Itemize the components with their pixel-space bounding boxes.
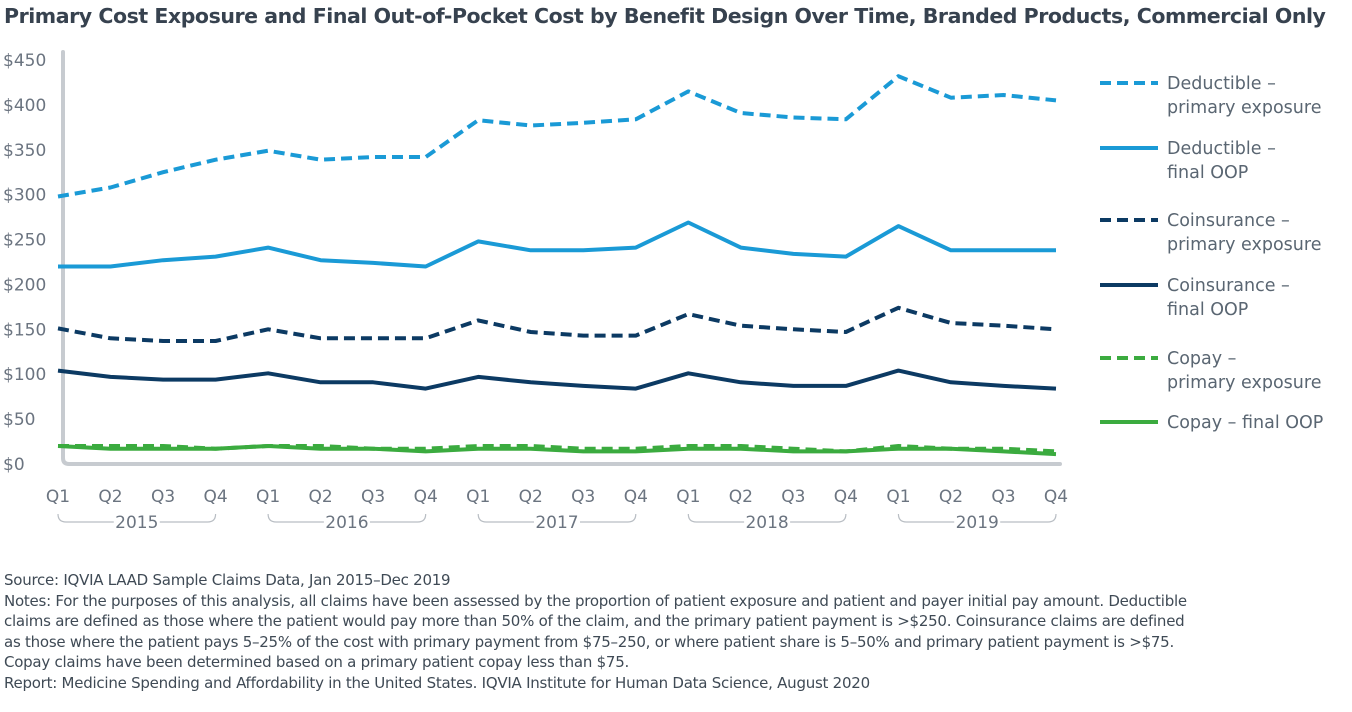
y-tick-label: $250 [3, 231, 46, 251]
x-tick-label: Q4 [414, 487, 438, 507]
year-brackets: 2015 2016 2017 2018 2019 [57, 513, 1057, 533]
series-line-2 [57, 305, 1057, 343]
source-text: Source: IQVIA LAAD Sample Claims Data, J… [4, 571, 451, 589]
x-tick-label: Q4 [203, 487, 227, 507]
x-tick-label: Q2 [309, 487, 333, 507]
axis-line [61, 50, 1062, 466]
year-bracket-left [57, 513, 114, 523]
series-line-5 [57, 444, 1057, 457]
legend-label: Coinsurance – [1167, 211, 1290, 231]
notes-line-1: Notes: For the purposes of this analysis… [4, 591, 1187, 610]
report-text: Report: Medicine Spending and Affordabil… [4, 673, 870, 692]
series-line-1 [58, 220, 1056, 269]
legend-label: Deductible – [1167, 139, 1276, 159]
y-tick-label: $0 [3, 455, 25, 475]
x-axis-ticks: Q1 Q2 Q3 Q4 Q1 Q2 Q3 Q4 Q1 Q2 Q3 Q4 Q1 Q2 Q3 Q4 Q1 Q2 Q3 Q4 [46, 487, 1068, 507]
legend-label: Copay – [1167, 349, 1236, 369]
year-label: 2017 [535, 513, 578, 533]
legend-label: Coinsurance – [1167, 276, 1290, 296]
year-label: 2016 [325, 513, 368, 533]
year-label: 2018 [745, 513, 788, 533]
year-bracket-left [897, 513, 955, 523]
legend-label: final OOP [1167, 163, 1248, 183]
year-label: 2019 [956, 513, 999, 533]
y-tick-label: $300 [3, 186, 46, 206]
series-line-0 [57, 74, 1057, 199]
year-label: 2015 [115, 513, 158, 533]
series-lines [57, 74, 1057, 457]
x-tick-label: Q3 [781, 487, 805, 507]
notes-line-2: claims are defined as those where the pa… [4, 612, 1185, 630]
legend-label: primary exposure [1167, 98, 1321, 118]
y-tick-label: $100 [3, 365, 46, 385]
x-tick-label: Q4 [624, 487, 648, 507]
x-tick-label: Q1 [676, 487, 700, 507]
x-tick-label: Q1 [466, 487, 490, 507]
x-tick-label: Q2 [939, 487, 963, 507]
legend: Deductible – primary exposure Deductible –… [1100, 74, 1323, 433]
series-line-3 [57, 368, 1057, 391]
year-bracket-right [580, 513, 637, 523]
year-bracket-right [369, 513, 427, 523]
x-tick-label: Q2 [729, 487, 753, 507]
y-tick-label: $350 [3, 141, 46, 161]
year-bracket-left [477, 513, 534, 523]
axes [61, 50, 1062, 466]
x-tick-label: Q3 [571, 487, 595, 507]
x-tick-label: Q3 [991, 487, 1015, 507]
x-tick-label: Q3 [361, 487, 385, 507]
year-bracket-right [159, 513, 217, 523]
legend-label: Deductible – [1167, 74, 1276, 94]
chart-title: Primary Cost Exposure and Final Out-of-P… [4, 4, 1326, 28]
legend-label: primary exposure [1167, 235, 1321, 255]
y-tick-label: $50 [3, 410, 35, 430]
x-tick-label: Q4 [1044, 487, 1068, 507]
legend-label: Copay – final OOP [1167, 413, 1323, 433]
x-tick-label: Q1 [886, 487, 910, 507]
x-tick-label: Q1 [46, 487, 70, 507]
year-bracket-left [687, 513, 745, 523]
notes-line-3: as those where the patient pays 5–25% of… [4, 632, 1174, 651]
x-tick-label: Q2 [519, 487, 543, 507]
notes-line-4: Copay claims have been determined based … [4, 653, 630, 671]
legend-label: final OOP [1167, 300, 1248, 320]
x-tick-label: Q2 [98, 487, 122, 507]
x-tick-label: Q3 [151, 487, 175, 507]
x-tick-label: Q1 [256, 487, 280, 507]
year-bracket-right [790, 513, 847, 523]
year-bracket-left [267, 513, 324, 523]
y-tick-label: $450 [3, 51, 46, 71]
x-tick-label: Q4 [834, 487, 858, 507]
line-chart: $0 $50 $100 $150 $200 $250 $300 $350 $400 $450 Q1… [3, 50, 1323, 533]
legend-label: primary exposure [1167, 373, 1321, 393]
series-line-4 [58, 444, 1057, 454]
y-axis-ticks: $0 $50 $100 $150 $200 $250 $300 $350 $400 $450 [3, 51, 46, 475]
y-tick-label: $200 [3, 275, 46, 295]
y-tick-label: $400 [3, 96, 46, 116]
y-tick-label: $150 [3, 320, 46, 340]
footer-notes: Source: IQVIA LAAD Sample Claims Data, J… [4, 570, 1344, 693]
year-bracket-right [1000, 513, 1057, 523]
